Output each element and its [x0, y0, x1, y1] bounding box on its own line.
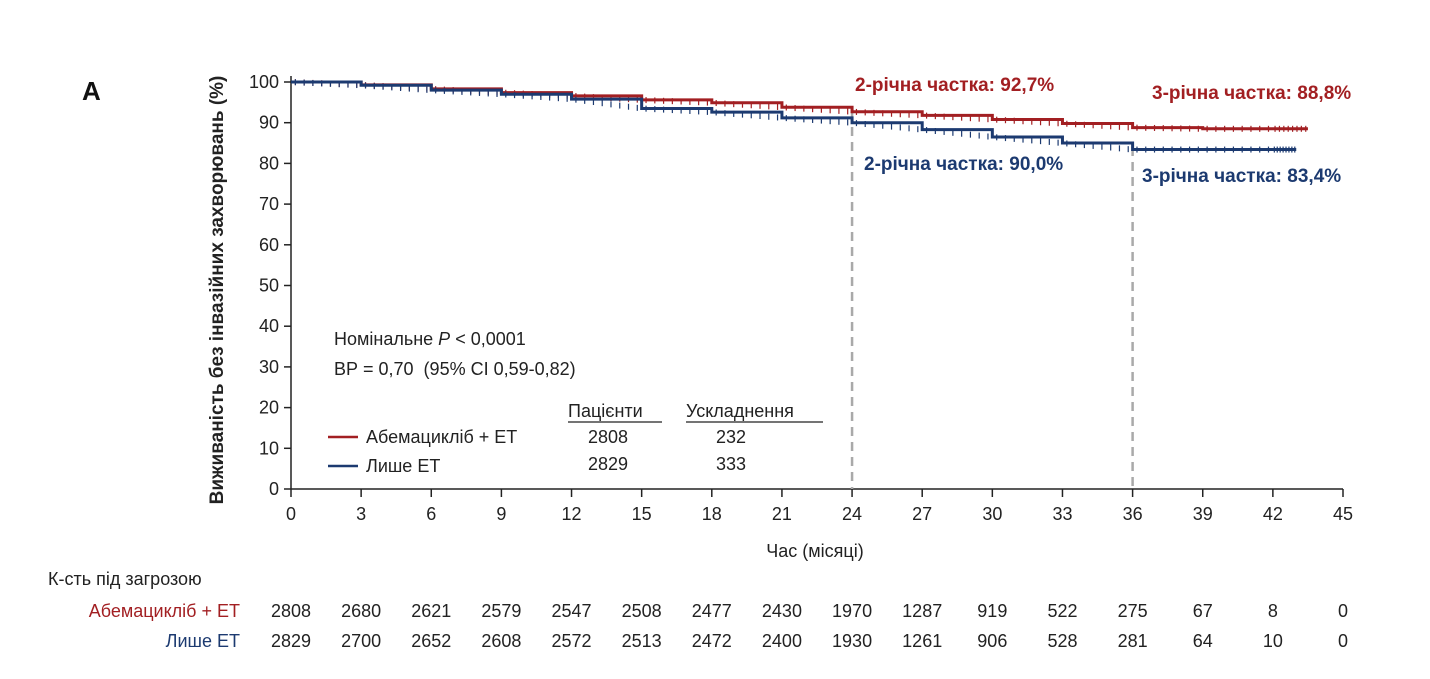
- p-value-text: Номінальне P < 0,0001: [334, 329, 526, 349]
- y-tick-label: 10: [259, 438, 279, 458]
- y-tick-label: 60: [259, 235, 279, 255]
- annotation-et-3yr: 3-річна частка: 83,4%: [1142, 166, 1341, 187]
- at-risk-value: 2700: [341, 631, 381, 651]
- at-risk-value: 522: [1047, 601, 1077, 621]
- at-risk-value: 2579: [481, 601, 521, 621]
- at-risk-value: 2472: [692, 631, 732, 651]
- x-tick-label: 15: [632, 504, 652, 524]
- x-tick-label: 33: [1052, 504, 1072, 524]
- y-tick-label: 40: [259, 316, 279, 336]
- at-risk-value: 919: [977, 601, 1007, 621]
- at-risk-value: 528: [1047, 631, 1077, 651]
- y-tick-label: 50: [259, 276, 279, 296]
- at-risk-value: 1287: [902, 601, 942, 621]
- y-ticks: 0 10 20 30 40 50 60 70 80 90 100: [249, 72, 291, 499]
- x-tick-label: 3: [356, 504, 366, 524]
- x-axis-title: Час (місяці): [766, 541, 863, 561]
- x-tick-label: 9: [496, 504, 506, 524]
- y-tick-label: 0: [269, 479, 279, 499]
- x-tick-label: 27: [912, 504, 932, 524]
- legend-patients-abema: 2808: [588, 427, 628, 447]
- at-risk-value: 2477: [692, 601, 732, 621]
- x-tick-label: 6: [426, 504, 436, 524]
- at-risk-value: 67: [1193, 601, 1213, 621]
- annotation-abema-2yr: 2-річна частка: 92,7%: [855, 75, 1054, 96]
- legend-label-et: Лише ET: [366, 456, 440, 476]
- reference-lines: [850, 112, 1134, 489]
- at-risk-value: 2400: [762, 631, 802, 651]
- legend-events-abema: 232: [716, 427, 746, 447]
- x-tick-label: 42: [1263, 504, 1283, 524]
- legend-patients-et: 2829: [588, 454, 628, 474]
- at-risk-value: 0: [1338, 631, 1348, 651]
- at-risk-value: 2808: [271, 601, 311, 621]
- legend-label-abema: Абемацикліб + ET: [366, 427, 517, 447]
- at-risk-value: 8: [1268, 601, 1278, 621]
- x-tick-label: 12: [562, 504, 582, 524]
- at-risk-value: 0: [1338, 601, 1348, 621]
- at-risk-value: 2430: [762, 601, 802, 621]
- at-risk-value: 2680: [341, 601, 381, 621]
- x-ticks: 0 3 6 9 12 15 18 21 24 27 30 33 36 39 42 45: [286, 489, 1353, 524]
- at-risk-value: 906: [977, 631, 1007, 651]
- x-tick-label: 30: [982, 504, 1002, 524]
- at-risk-value: 2513: [622, 631, 662, 651]
- y-tick-label: 20: [259, 398, 279, 418]
- at-risk-value: 2547: [552, 601, 592, 621]
- at-risk-value: 64: [1193, 631, 1213, 651]
- y-tick-label: 70: [259, 194, 279, 214]
- at-risk-value: 2829: [271, 631, 311, 651]
- at-risk-value: 275: [1118, 601, 1148, 621]
- at-risk-label-abema: Абемацикліб + ET: [89, 601, 240, 621]
- hazard-ratio-text: ВР = 0,70 (95% CI 0,59-0,82): [334, 359, 576, 379]
- at-risk-value: 281: [1118, 631, 1148, 651]
- censor-marks-et: [294, 79, 1296, 153]
- x-tick-label: 24: [842, 504, 862, 524]
- legend-col-events: Ускладнення: [686, 401, 794, 421]
- y-tick-label: 30: [259, 357, 279, 377]
- y-tick-label: 100: [249, 72, 279, 92]
- y-tick-label: 80: [259, 153, 279, 173]
- x-tick-label: 21: [772, 504, 792, 524]
- at-risk-value: 2572: [552, 631, 592, 651]
- x-tick-label: 36: [1123, 504, 1143, 524]
- y-axis-title: Виживаність без інвазійних захворювань (…: [207, 76, 228, 505]
- legend-col-patients: Пацієнти: [568, 401, 643, 421]
- legend-events-et: 333: [716, 454, 746, 474]
- at-risk-value: 2508: [622, 601, 662, 621]
- at-risk-value: 10: [1263, 631, 1283, 651]
- x-tick-label: 39: [1193, 504, 1213, 524]
- annotation-abema-3yr: 3-річна частка: 88,8%: [1152, 83, 1351, 104]
- series-group: [291, 79, 1308, 153]
- series-line-et: [291, 80, 1297, 152]
- panel-label: A: [82, 76, 101, 106]
- at-risk-value: 1970: [832, 601, 872, 621]
- at-risk-value: 2621: [411, 601, 451, 621]
- annotation-et-2yr: 2-річна частка: 90,0%: [864, 154, 1063, 175]
- x-tick-label: 18: [702, 504, 722, 524]
- at-risk-value: 2608: [481, 631, 521, 651]
- x-tick-label: 0: [286, 504, 296, 524]
- at-risk-label-et: Лише ET: [166, 631, 240, 651]
- at-risk-values: 2808 2680 2621 2579 2547 2508 2477 2430 1970 1287…: [271, 601, 1348, 651]
- at-risk-value: 2652: [411, 631, 451, 651]
- y-tick-label: 90: [259, 113, 279, 133]
- at-risk-title: К-сть під загрозою: [48, 569, 202, 589]
- x-tick-label: 45: [1333, 504, 1353, 524]
- at-risk-value: 1261: [902, 631, 942, 651]
- at-risk-value: 1930: [832, 631, 872, 651]
